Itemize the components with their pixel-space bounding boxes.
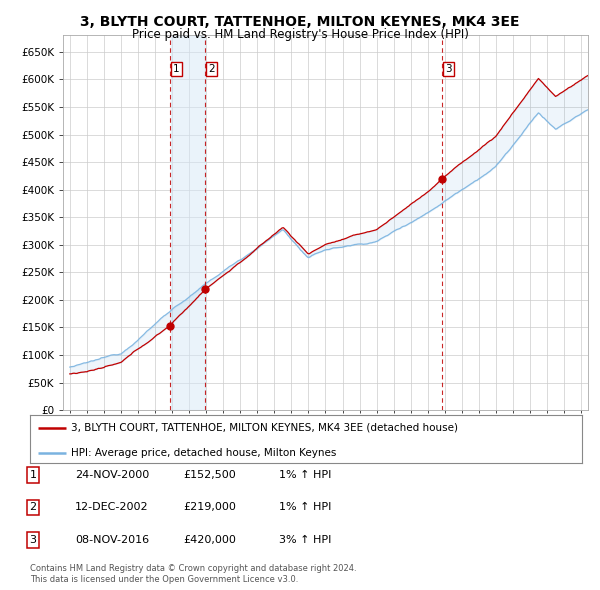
Text: 3% ↑ HPI: 3% ↑ HPI [279, 535, 331, 545]
Text: 2: 2 [29, 503, 37, 512]
Text: 3: 3 [29, 535, 37, 545]
Text: 1: 1 [173, 64, 179, 74]
Text: Contains HM Land Registry data © Crown copyright and database right 2024.: Contains HM Land Registry data © Crown c… [30, 565, 356, 573]
Text: 3, BLYTH COURT, TATTENHOE, MILTON KEYNES, MK4 3EE: 3, BLYTH COURT, TATTENHOE, MILTON KEYNES… [80, 15, 520, 29]
Text: Price paid vs. HM Land Registry's House Price Index (HPI): Price paid vs. HM Land Registry's House … [131, 28, 469, 41]
Text: HPI: Average price, detached house, Milton Keynes: HPI: Average price, detached house, Milt… [71, 447, 337, 457]
Text: 2: 2 [208, 64, 215, 74]
Text: £420,000: £420,000 [183, 535, 236, 545]
Text: 3: 3 [445, 64, 451, 74]
Text: 24-NOV-2000: 24-NOV-2000 [75, 470, 149, 480]
Text: 1% ↑ HPI: 1% ↑ HPI [279, 503, 331, 512]
Text: £219,000: £219,000 [183, 503, 236, 512]
Text: 12-DEC-2002: 12-DEC-2002 [75, 503, 149, 512]
Text: £152,500: £152,500 [183, 470, 236, 480]
Text: This data is licensed under the Open Government Licence v3.0.: This data is licensed under the Open Gov… [30, 575, 298, 584]
Text: 1% ↑ HPI: 1% ↑ HPI [279, 470, 331, 480]
Text: 3, BLYTH COURT, TATTENHOE, MILTON KEYNES, MK4 3EE (detached house): 3, BLYTH COURT, TATTENHOE, MILTON KEYNES… [71, 423, 458, 433]
Text: 1: 1 [29, 470, 37, 480]
Text: 08-NOV-2016: 08-NOV-2016 [75, 535, 149, 545]
